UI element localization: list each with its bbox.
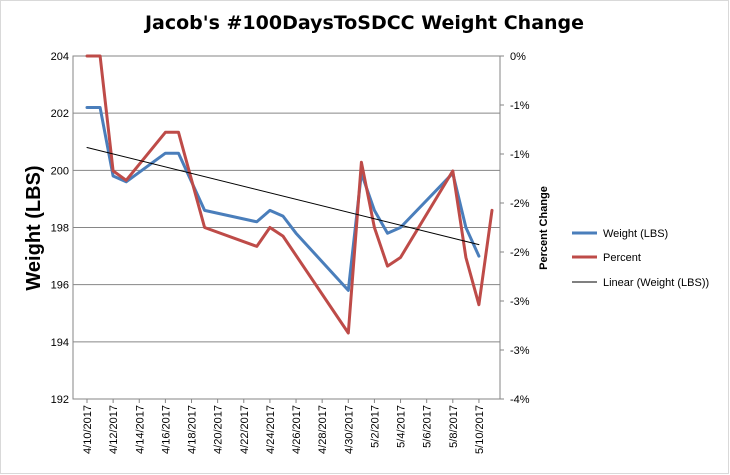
y2-tick-label: -2% bbox=[510, 198, 530, 210]
x-tick-label: 4/30/2017 bbox=[343, 405, 355, 454]
gridlines bbox=[73, 55, 500, 400]
x-tick-label: 5/2/2017 bbox=[369, 405, 381, 448]
x-tick-label: 4/16/2017 bbox=[160, 405, 172, 454]
y-tick-label: 202 bbox=[51, 108, 69, 120]
y-tick-label: 194 bbox=[51, 337, 69, 349]
x-tick-label: 4/26/2017 bbox=[291, 405, 303, 454]
y-tick-label: 200 bbox=[51, 165, 69, 177]
x-tick-label: 5/10/2017 bbox=[474, 405, 486, 454]
y2-tick-label: 0% bbox=[510, 51, 526, 63]
y-tick-label: 204 bbox=[51, 51, 69, 63]
x-tick-label: 4/14/2017 bbox=[134, 405, 146, 454]
y2-tick-label: -3% bbox=[510, 345, 530, 357]
x-tick-label: 4/12/2017 bbox=[108, 405, 120, 454]
y-axis-label: Weight (LBS) bbox=[23, 165, 45, 290]
y-tick-label: 198 bbox=[51, 223, 69, 235]
x-tick-label: 4/10/2017 bbox=[82, 405, 94, 454]
y2-axis-label: Percent Change bbox=[538, 186, 550, 270]
y2-tick-label: -4% bbox=[510, 394, 530, 406]
axis-layer: 192 194 196 198 200 202 204 0% -1% -1% -2% -2% -3% -3… bbox=[51, 51, 530, 454]
y-tick-label: 196 bbox=[51, 280, 69, 292]
x-tick-label: 5/6/2017 bbox=[422, 405, 434, 448]
x-tick-label: 4/24/2017 bbox=[265, 405, 277, 454]
y2-tick-label: -2% bbox=[510, 247, 530, 259]
x-tick-label: 5/8/2017 bbox=[448, 405, 460, 448]
x-tick-label: 4/28/2017 bbox=[317, 405, 329, 454]
series-line-0 bbox=[85, 106, 481, 292]
x-tick-label: 4/20/2017 bbox=[213, 405, 225, 454]
legend-label-0: Weight (LBS) bbox=[603, 228, 668, 240]
legend-label-1: Percent bbox=[603, 252, 641, 264]
series-line-2 bbox=[86, 147, 480, 246]
y2-tick-label: -1% bbox=[510, 100, 530, 112]
series-layer bbox=[85, 54, 494, 335]
legend-label-2: Linear (Weight (LBS)) bbox=[603, 277, 709, 289]
plot-area-border bbox=[72, 55, 501, 400]
y-tick-label: 192 bbox=[51, 394, 69, 406]
chart-title: Jacob's #100DaysToSDCC Weight Change bbox=[144, 12, 585, 34]
x-tick-label: 4/22/2017 bbox=[239, 405, 251, 454]
x-tick-label: 5/4/2017 bbox=[396, 405, 408, 448]
x-tick-label: 4/18/2017 bbox=[187, 405, 199, 454]
legend: Weight (LBS) Percent Linear (Weight (LBS)) bbox=[572, 228, 709, 289]
series-line-1 bbox=[85, 54, 494, 335]
y2-tick-label: -1% bbox=[510, 149, 530, 161]
y2-tick-label: -3% bbox=[510, 296, 530, 308]
